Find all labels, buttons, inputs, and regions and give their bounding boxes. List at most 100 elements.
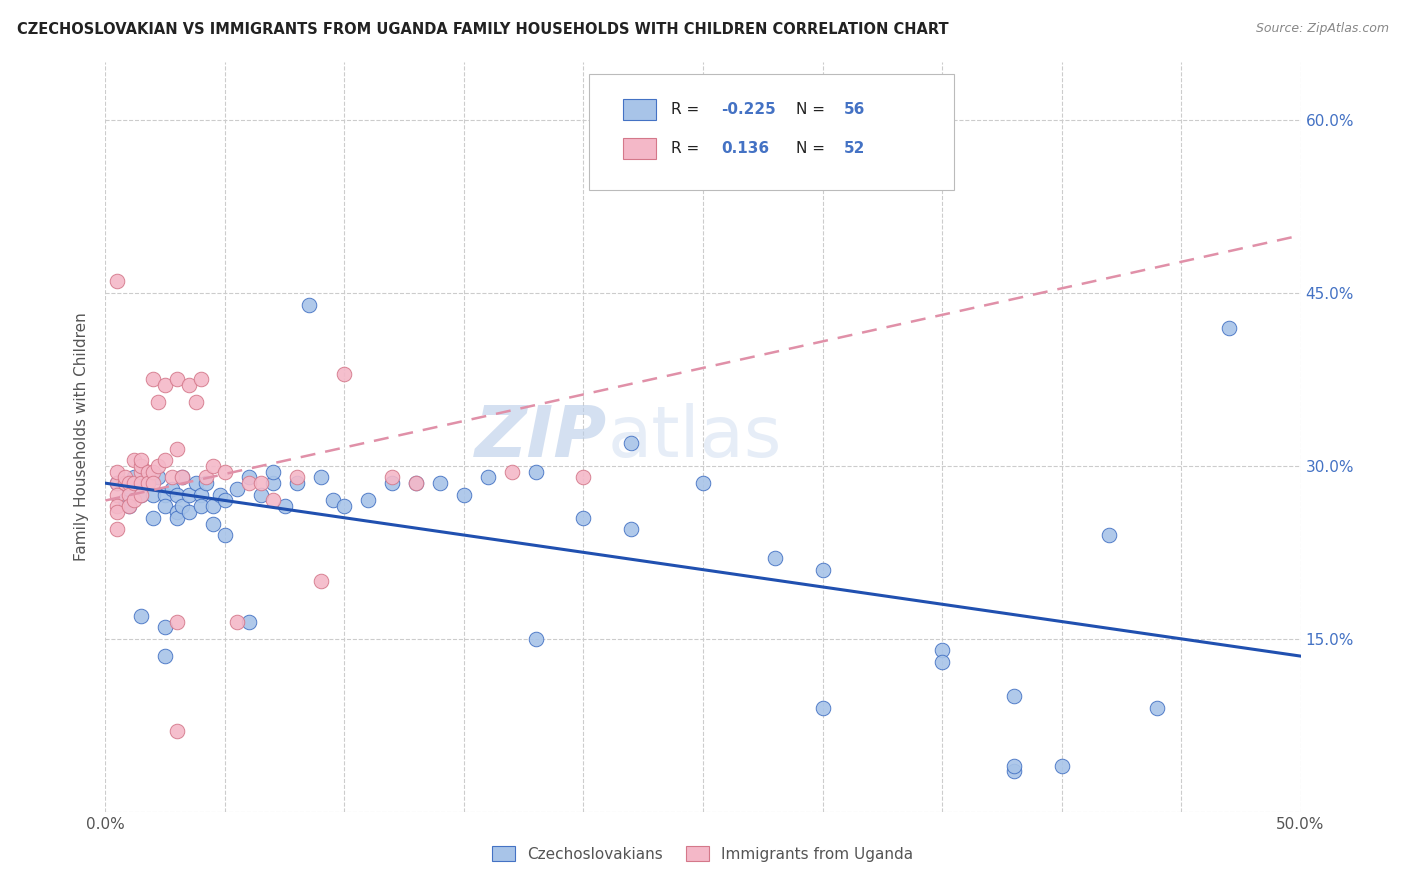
Point: [170, 500, 193, 514]
Point: [273, 500, 295, 514]
Point: [811, 701, 834, 715]
Point: [166, 615, 188, 629]
Point: [122, 493, 145, 508]
Point: [129, 453, 153, 467]
Point: [194, 470, 217, 484]
Point: [153, 500, 177, 514]
Point: [107, 275, 129, 289]
Point: [692, 476, 714, 491]
Point: [166, 372, 188, 386]
Point: [177, 505, 201, 519]
Text: R =: R =: [671, 141, 704, 156]
Point: [931, 655, 953, 669]
Point: [405, 476, 427, 491]
Point: [1002, 690, 1025, 704]
Point: [146, 395, 169, 409]
Point: [107, 476, 129, 491]
Point: [524, 632, 547, 646]
Point: [118, 488, 141, 502]
Point: [107, 488, 129, 502]
Point: [333, 367, 356, 381]
Point: [209, 488, 232, 502]
Point: [129, 488, 153, 502]
Point: [118, 500, 141, 514]
Point: [170, 470, 193, 484]
Point: [202, 516, 225, 531]
Point: [214, 493, 236, 508]
Point: [194, 476, 217, 491]
Point: [333, 500, 356, 514]
Point: [122, 470, 145, 484]
Text: N =: N =: [796, 141, 830, 156]
FancyBboxPatch shape: [589, 74, 953, 190]
Point: [129, 458, 153, 473]
Point: [1146, 701, 1168, 715]
Text: 56: 56: [844, 103, 866, 117]
Point: [381, 470, 404, 484]
Point: [238, 615, 260, 629]
Point: [142, 488, 165, 502]
Point: [225, 482, 249, 496]
Point: [620, 435, 643, 450]
Point: [122, 453, 145, 467]
Point: [162, 482, 184, 496]
Y-axis label: Family Households with Children: Family Households with Children: [75, 313, 90, 561]
Point: [129, 608, 153, 623]
Point: [225, 615, 249, 629]
Point: [763, 551, 786, 566]
Point: [146, 470, 169, 484]
Point: [107, 476, 129, 491]
Point: [162, 470, 184, 484]
Point: [477, 470, 499, 484]
Text: -0.225: -0.225: [721, 103, 776, 117]
Point: [129, 476, 153, 491]
Point: [262, 465, 284, 479]
Point: [118, 482, 141, 496]
Point: [1002, 764, 1025, 779]
Point: [146, 458, 169, 473]
Point: [107, 465, 129, 479]
Point: [190, 500, 212, 514]
FancyBboxPatch shape: [623, 138, 657, 159]
Point: [262, 493, 284, 508]
Text: ZIP: ZIP: [475, 402, 607, 472]
Point: [931, 643, 953, 657]
Point: [453, 488, 475, 502]
Point: [250, 476, 273, 491]
Point: [285, 470, 308, 484]
Point: [142, 465, 165, 479]
Point: [190, 488, 212, 502]
Point: [107, 522, 129, 536]
Point: [114, 470, 136, 484]
Point: [122, 476, 145, 491]
Point: [190, 372, 212, 386]
Text: R =: R =: [671, 103, 704, 117]
Point: [177, 488, 201, 502]
Point: [142, 476, 165, 491]
Point: [238, 476, 260, 491]
Point: [429, 476, 451, 491]
Point: [166, 510, 188, 524]
Point: [118, 500, 141, 514]
Point: [381, 476, 404, 491]
Point: [153, 453, 177, 467]
Point: [501, 465, 523, 479]
Point: [186, 476, 208, 491]
Text: 52: 52: [844, 141, 866, 156]
Text: atlas: atlas: [607, 402, 782, 472]
Point: [238, 470, 260, 484]
Point: [202, 458, 225, 473]
Point: [153, 620, 177, 634]
Point: [405, 476, 427, 491]
Point: [620, 522, 643, 536]
Point: [1098, 528, 1121, 542]
Point: [129, 488, 153, 502]
Point: [177, 378, 201, 392]
Point: [153, 649, 177, 664]
Point: [250, 488, 273, 502]
FancyBboxPatch shape: [623, 99, 657, 120]
Point: [1218, 320, 1240, 334]
Text: Source: ZipAtlas.com: Source: ZipAtlas.com: [1256, 22, 1389, 36]
Point: [170, 470, 193, 484]
Point: [138, 476, 160, 491]
